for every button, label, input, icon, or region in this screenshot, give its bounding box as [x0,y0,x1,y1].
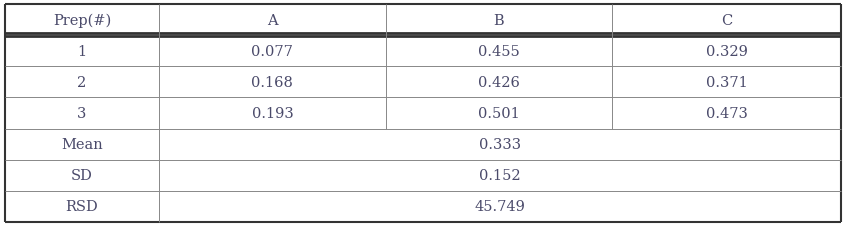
Text: Mean: Mean [61,138,103,151]
Text: C: C [721,14,733,27]
Text: RSD: RSD [66,200,98,213]
Text: 3: 3 [77,106,87,121]
Text: B: B [494,14,504,27]
Text: 0.193: 0.193 [251,106,294,121]
Text: 0.329: 0.329 [706,44,748,59]
Text: Prep(#): Prep(#) [53,13,111,28]
Text: 0.333: 0.333 [479,138,521,151]
Text: 45.749: 45.749 [475,200,525,213]
Text: 2: 2 [78,76,86,89]
Text: 0.077: 0.077 [251,44,294,59]
Text: SD: SD [71,168,93,183]
Text: 0.473: 0.473 [706,106,748,121]
Text: A: A [267,14,277,27]
Text: 0.426: 0.426 [478,76,520,89]
Text: 0.501: 0.501 [478,106,520,121]
Text: 1: 1 [78,44,86,59]
Text: 0.168: 0.168 [251,76,294,89]
Text: 0.371: 0.371 [706,76,748,89]
Text: 0.455: 0.455 [478,44,520,59]
Text: 0.152: 0.152 [479,168,521,183]
